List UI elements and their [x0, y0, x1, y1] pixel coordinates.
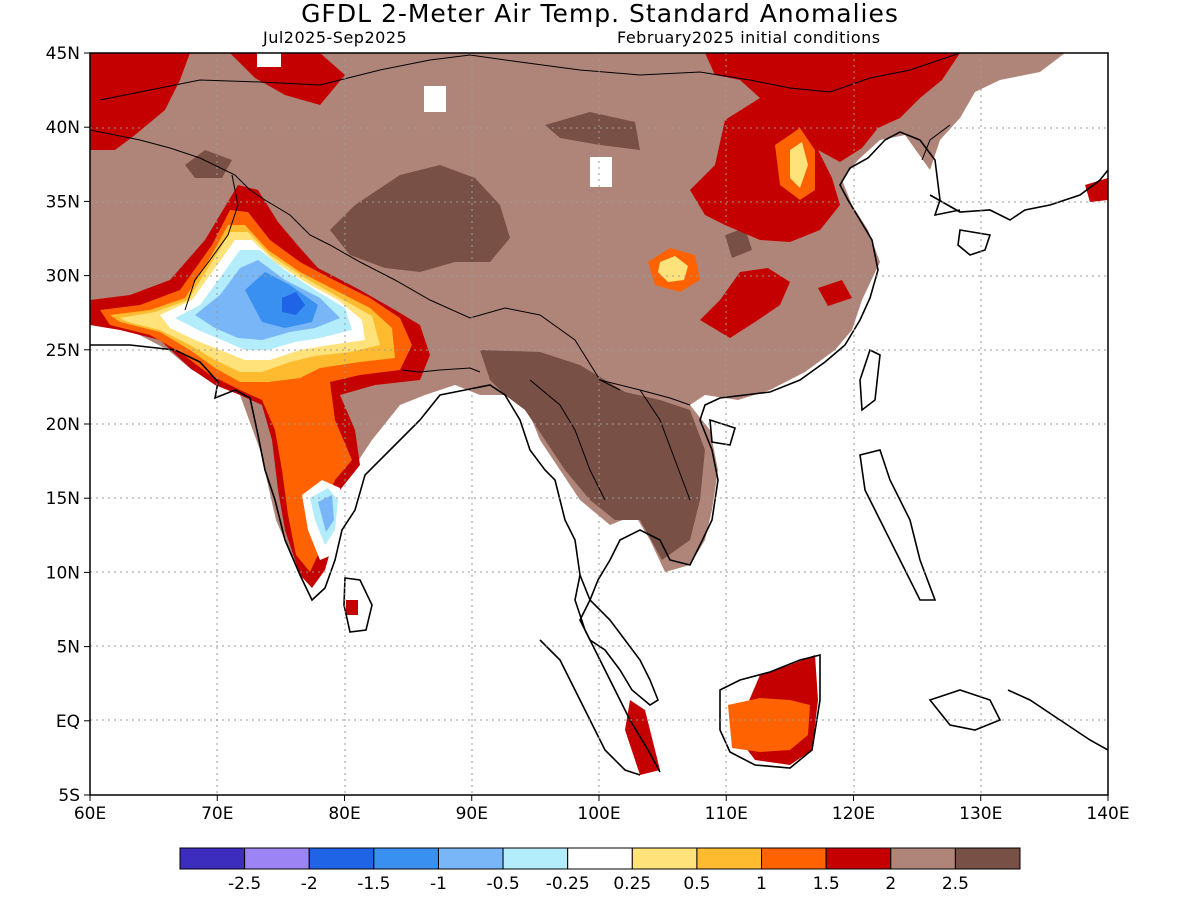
anomaly-andhra-lightblue [318, 495, 334, 532]
map-area [90, 53, 1108, 795]
colorbar-swatch [825, 847, 892, 870]
anomaly-west-hot [90, 53, 190, 150]
latitude-axis: 45N 40N 35N 30N 25N 20N 15N 10N 5N EQ 5S [46, 44, 90, 806]
lon-tick-label: 110E [705, 804, 748, 824]
anomaly-china-yellow-2 [790, 142, 808, 188]
anomaly-china-yellow-1 [658, 256, 688, 282]
lon-tick-label: 70E [201, 804, 233, 824]
anomaly-korea-hot [1085, 178, 1108, 202]
colorbar-label: -2.5 [228, 874, 261, 894]
colorbar-swatch [567, 847, 633, 870]
colorbar-label: 1.5 [813, 874, 840, 894]
colorbar-swatch [308, 847, 375, 870]
lon-tick-label: 80E [328, 804, 360, 824]
colorbar-swatch [954, 847, 1021, 870]
mask-box-3 [590, 157, 612, 187]
lon-tick-label: 130E [959, 804, 1002, 824]
lat-tick-label: 5S [58, 786, 80, 806]
colorbar-swatch [244, 847, 310, 870]
gridlines [90, 53, 1108, 795]
anomaly-srilanka-hot [346, 600, 358, 615]
colorbar-label: 2.5 [942, 874, 969, 894]
lat-tick-label: 10N [46, 563, 80, 583]
anomaly-china-north-hot [690, 53, 960, 242]
colorbar-swatch [437, 847, 504, 870]
lon-tick-label: 100E [577, 804, 620, 824]
mask-box-2 [424, 86, 446, 112]
coastlines [90, 131, 1108, 776]
colorbar-label: -0.25 [546, 874, 590, 894]
colorbar-label: -1.5 [357, 874, 390, 894]
lat-tick-label: EQ [56, 712, 80, 732]
anomaly-kalimantan-orange [728, 698, 810, 752]
lat-tick-label: 45N [46, 44, 80, 64]
lon-tick-label: 140E [1086, 804, 1129, 824]
lon-tick-label: 60E [74, 804, 106, 824]
colorbar-swatch [631, 847, 698, 870]
anomaly-china-hot-small [818, 280, 852, 306]
colorbar-label: 2 [885, 874, 896, 894]
lat-tick-label: 15N [46, 489, 80, 509]
colorbar-label: -2 [301, 874, 318, 894]
lat-tick-label: 35N [46, 192, 80, 212]
lat-tick-label: 20N [46, 415, 80, 435]
colorbar: -2.5 -2 -1.5 -1 -0.5 -0.25 0.25 0.5 1 1.5 2 2.5 [179, 847, 1021, 894]
anomaly-china-strong-2 [725, 228, 752, 258]
colorbar-label: -1 [430, 874, 447, 894]
anomaly-tibet-strong [330, 165, 510, 272]
initial-conditions: February2025 initial conditions [617, 28, 881, 47]
forecast-period: Jul2025-Sep2025 [263, 28, 408, 47]
colorbar-swatch [696, 847, 763, 870]
colorbar-label: -0.5 [486, 874, 519, 894]
mask-box-1 [257, 53, 281, 67]
anomaly-india-dark-blue [282, 292, 305, 315]
longitude-axis: 60E 70E 80E 90E 100E 110E 120E 130E 140E [74, 795, 1130, 824]
colorbar-swatch [761, 847, 827, 870]
anomaly-india-blue [245, 272, 318, 328]
anomaly-northchina-strong [545, 112, 640, 150]
colorbar-swatch [502, 847, 569, 870]
colorbar-label: 1 [756, 874, 767, 894]
lat-tick-label: 30N [46, 267, 80, 287]
lon-tick-label: 120E [832, 804, 875, 824]
anomaly-central-china-hot [700, 268, 790, 338]
colorbar-label: 0.25 [613, 874, 651, 894]
colorbar-label: 0.5 [683, 874, 710, 894]
colorbar-swatch [179, 847, 246, 870]
colorbar-swatch [890, 847, 956, 870]
lat-tick-label: 25N [46, 341, 80, 361]
chart-title: GFDL 2-Meter Air Temp. Standard Anomalie… [301, 0, 899, 28]
colorbar-swatch [373, 847, 439, 870]
lon-tick-label: 90E [456, 804, 488, 824]
lat-tick-label: 40N [46, 118, 80, 138]
lat-tick-label: 5N [56, 638, 80, 658]
country-borders [90, 53, 961, 501]
